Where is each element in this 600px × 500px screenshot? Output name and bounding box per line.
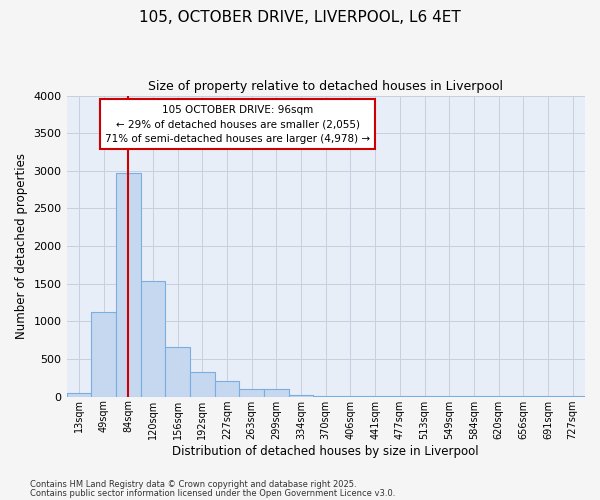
Text: Contains HM Land Registry data © Crown copyright and database right 2025.: Contains HM Land Registry data © Crown c… — [30, 480, 356, 489]
Text: Contains public sector information licensed under the Open Government Licence v3: Contains public sector information licen… — [30, 488, 395, 498]
Y-axis label: Number of detached properties: Number of detached properties — [15, 153, 28, 339]
Bar — [91, 312, 116, 396]
Bar — [140, 282, 165, 397]
Text: 105 OCTOBER DRIVE: 96sqm
← 29% of detached houses are smaller (2,055)
71% of sem: 105 OCTOBER DRIVE: 96sqm ← 29% of detach… — [105, 104, 370, 144]
Bar — [165, 347, 190, 397]
Bar — [215, 381, 239, 396]
Bar — [116, 172, 140, 396]
Bar — [67, 392, 91, 396]
Bar — [239, 389, 264, 396]
Bar — [289, 395, 313, 396]
Bar — [190, 372, 215, 396]
X-axis label: Distribution of detached houses by size in Liverpool: Distribution of detached houses by size … — [172, 444, 479, 458]
Title: Size of property relative to detached houses in Liverpool: Size of property relative to detached ho… — [148, 80, 503, 93]
Bar — [264, 389, 289, 396]
Text: 105, OCTOBER DRIVE, LIVERPOOL, L6 4ET: 105, OCTOBER DRIVE, LIVERPOOL, L6 4ET — [139, 10, 461, 25]
